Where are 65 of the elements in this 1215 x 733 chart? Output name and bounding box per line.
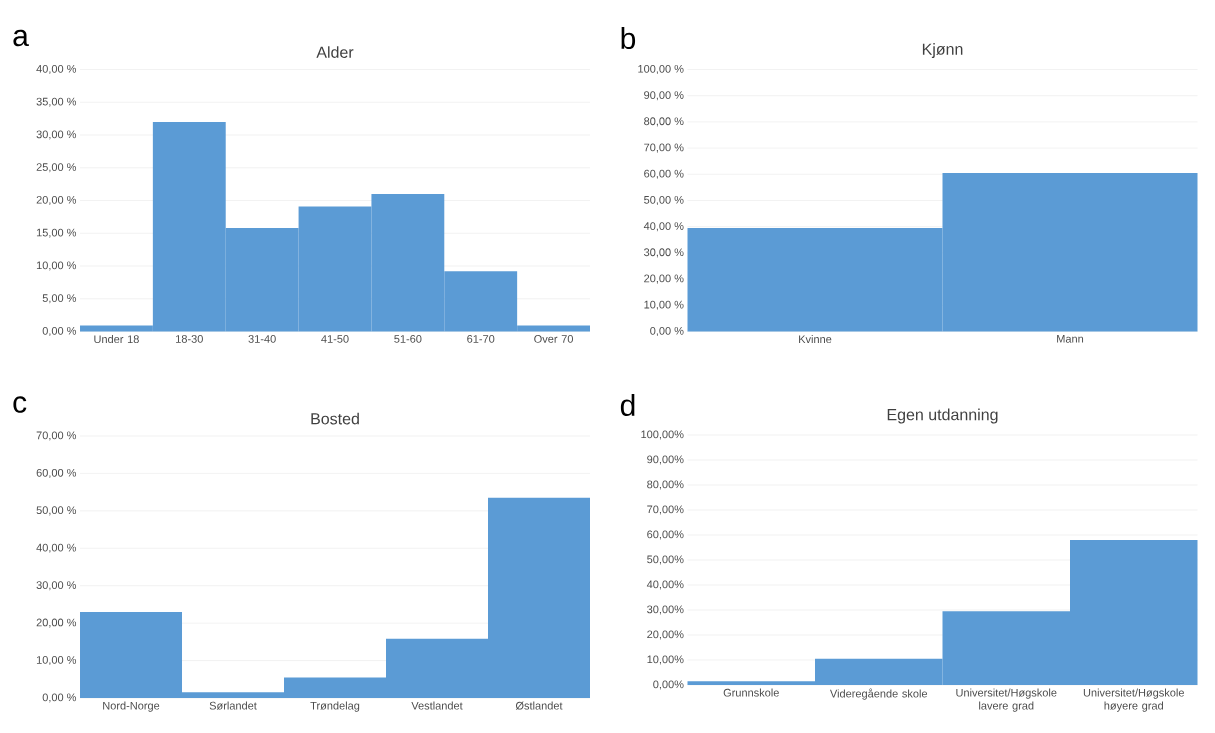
y-tick-label: 50,00 % [644,195,684,206]
x-tick-label: 61-70 [467,335,495,343]
y-tick-label: 50,00% [647,555,684,565]
y-tick-label: 25,00 % [36,163,77,173]
x-tick-label: 41-50 [321,335,349,343]
text: b [621,27,636,50]
y-tick-label: 10,00 % [36,261,77,271]
text: a [13,29,29,47]
x-tick-label: Over 70 [534,335,573,343]
x-tick-label: 18-30 [176,335,203,343]
y-tick-label: 30,00% [647,605,684,615]
y-tick-label: 0,00% [653,680,684,690]
x-tick-label: Universitet/Høgskole høyere grad [1083,688,1184,712]
y-tick-label: 40,00 % [36,64,77,75]
y-tick-label: 20,00 % [644,274,684,284]
x-tick-label: 31-40 [248,335,276,343]
y-tick-label: 30,00 % [36,581,77,591]
chart-title: Kjønn [922,43,963,58]
text: d [620,393,635,417]
x-tick-label: Under 18 [94,335,139,344]
x-tick-label: Vestlandet [411,701,463,710]
y-tick-label: 40,00% [646,580,684,590]
y-tick-label: 10,00 % [644,300,684,310]
y-tick-label: 70,00% [647,505,684,515]
y-tick-label: 100,00 % [638,64,684,75]
x-tick-label: Universitet/Høgskole lavere grad [956,688,1057,712]
y-tick-label: 10,00% [647,655,684,665]
x-tick-label: Grunnskole [723,688,779,697]
text: c [13,396,27,413]
x-tick-label: Sørlandet [209,701,257,710]
y-tick-label: 60,00 % [36,468,77,478]
y-tick-label: 0,00 % [650,326,684,337]
y-tick-label: 50,00 % [36,506,77,516]
y-tick-label: 35,00 % [36,97,77,107]
y-tick-label: 70,00 % [644,143,684,153]
x-tick-label: 51-60 [394,335,422,343]
y-tick-label: 90,00 % [644,91,684,101]
x-tick-label: Videregående skole [829,688,928,700]
y-tick-label: 20,00 % [36,195,77,206]
y-tick-label: 40,00 % [643,222,684,232]
y-tick-label: 80,00 % [644,117,684,127]
y-tick-label: 60,00% [647,530,684,540]
y-tick-label: 30,00 % [36,130,77,140]
x-tick-label: Nord-Norge [103,701,160,712]
y-tick-label: 0,00 % [42,326,77,337]
y-tick-label: 5,00 % [42,294,77,304]
chart-title: Bosted [311,412,359,425]
chart-title: Egen utdanning [887,408,998,424]
x-tick-label: Kvinne [799,335,832,344]
y-tick-label: 60,00 % [644,169,684,179]
y-tick-label: 15,00 % [36,228,77,238]
y-tick-label: 70,00 % [36,431,77,441]
y-tick-label: 20,00% [647,630,684,640]
y-tick-label: 40,00 % [36,543,77,553]
y-tick-label: 10,00 % [36,656,77,666]
y-tick-label: 20,00 % [36,618,77,628]
x-tick-label: Mann [1057,335,1084,343]
y-tick-label: 100,00% [641,430,684,440]
y-tick-label: 30,00 % [644,248,684,258]
chart-title: Alder [316,46,354,58]
x-tick-label: Trøndelag [310,701,360,712]
y-tick-label: 90,00% [647,455,684,465]
y-tick-label: 80,00% [647,480,684,490]
y-tick-label: 0,00 % [42,693,77,703]
x-tick-label: Østlandet [515,701,563,710]
